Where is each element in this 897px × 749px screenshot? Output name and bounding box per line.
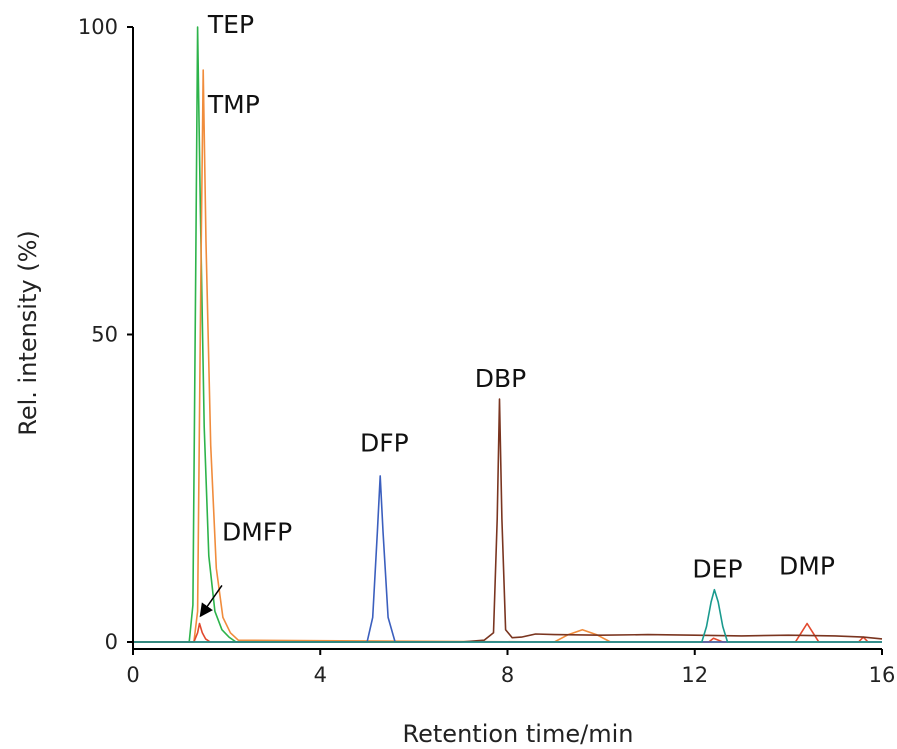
trace-dep xyxy=(133,588,882,643)
x-tick-label: 12 xyxy=(681,663,708,687)
peak-label-group: TEP TMP DMFP DFP DBP DEP DMP xyxy=(199,10,835,618)
peak-label-dfp: DFP xyxy=(360,428,409,457)
peak-label-dmfp: DMFP xyxy=(222,518,292,547)
x-tick-label: 4 xyxy=(314,663,327,687)
peak-label-dep: DEP xyxy=(692,554,742,583)
trace-tep xyxy=(133,26,882,643)
trace-group xyxy=(133,26,883,643)
x-tick-label: 16 xyxy=(869,663,896,687)
y-tick-label: 50 xyxy=(91,323,118,347)
dmfp-arrow xyxy=(199,584,223,618)
x-tick-label: 0 xyxy=(126,663,139,687)
axes xyxy=(132,27,882,650)
x-axis-title: Retention time/min xyxy=(403,720,634,748)
peak-label-dbp: DBP xyxy=(475,364,526,393)
trace-dfp xyxy=(133,475,882,643)
x-tick-label: 8 xyxy=(501,663,514,687)
peak-label-tmp: TMP xyxy=(207,90,260,119)
y-tick-label: 0 xyxy=(105,630,118,654)
trace-tmp xyxy=(133,69,882,643)
peak-label-dmp: DMP xyxy=(779,551,835,580)
trace-dbp xyxy=(133,398,883,643)
tick-group: 0 4 8 12 16 0 50 100 xyxy=(78,15,895,687)
y-axis-title: Rel. intensity (%) xyxy=(14,230,42,436)
peak-label-tep: TEP xyxy=(207,10,254,39)
y-tick-label: 100 xyxy=(78,15,118,39)
